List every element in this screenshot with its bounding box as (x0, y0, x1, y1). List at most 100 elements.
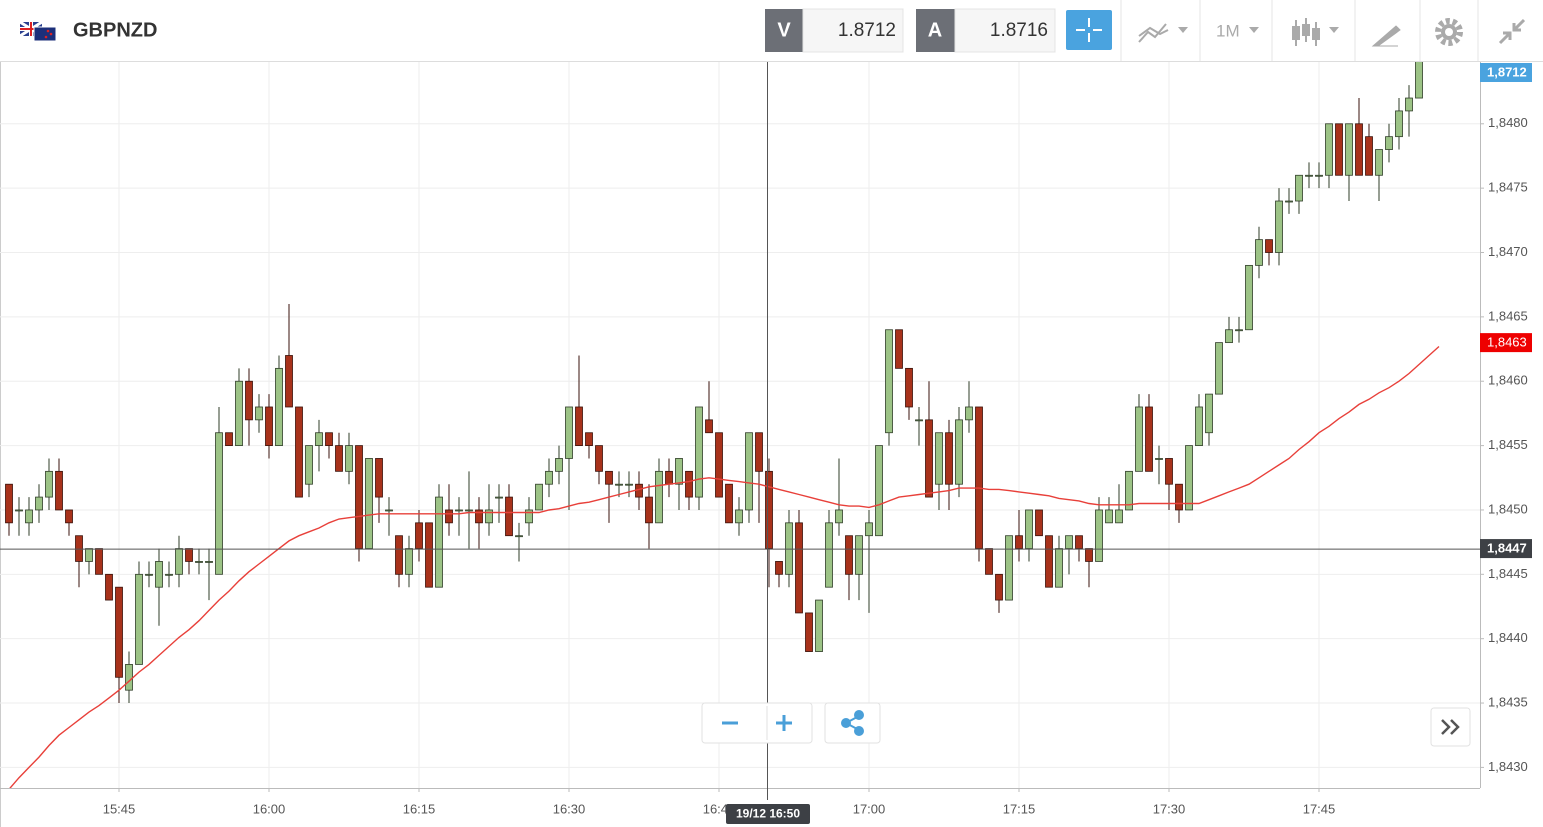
candle-body (465, 509, 473, 512)
crosshair-button[interactable] (1066, 10, 1112, 50)
candle-body (775, 561, 783, 575)
candle-body (505, 496, 513, 537)
candle-body (535, 483, 543, 511)
candle-body (1015, 535, 1023, 549)
candle-body (295, 406, 303, 498)
ma-marker (1480, 333, 1532, 353)
ask-tag[interactable] (916, 9, 955, 52)
candle-body (195, 561, 203, 563)
candle-body (55, 470, 63, 511)
candle-body (405, 548, 413, 575)
candle-body (1115, 509, 1123, 524)
candle-body (755, 432, 763, 472)
candle-body (1055, 548, 1063, 588)
candle-body (575, 406, 583, 446)
candle-body (1345, 123, 1353, 176)
settings-button[interactable] (1435, 18, 1463, 46)
candle-body (385, 509, 393, 512)
candle-body (1375, 149, 1383, 176)
candle-body (135, 573, 143, 665)
candle-body (1325, 123, 1333, 176)
candle-body (915, 419, 923, 422)
x-tick-label: 15:45 (103, 801, 136, 816)
crosshair-time-marker (726, 804, 810, 824)
candle-body (455, 509, 463, 512)
candle-body (1365, 136, 1373, 176)
y-tick-label: 1,8480 (1488, 115, 1528, 130)
candle-body (1305, 174, 1313, 177)
candle-body (235, 380, 243, 446)
candle-body (45, 470, 53, 498)
candle-body (435, 496, 443, 588)
x-tick-label: 16:30 (553, 801, 586, 816)
bid-label: V (777, 19, 791, 41)
candle-body (375, 458, 383, 498)
candle-body (1075, 535, 1083, 549)
zoom-in-button[interactable] (776, 715, 792, 731)
candle-body (115, 586, 123, 678)
candle-body (825, 522, 833, 588)
bid-box[interactable] (802, 8, 904, 53)
candle-body (855, 535, 863, 575)
share-box[interactable] (824, 702, 881, 744)
candle-body (25, 509, 33, 524)
candle-body (1105, 509, 1113, 524)
candle-body (985, 548, 993, 575)
x-tick-label: 17:00 (853, 801, 886, 816)
collapse-button[interactable] (1498, 18, 1526, 45)
last-price-label: 1,8712 (1487, 64, 1527, 79)
candle-body (365, 458, 373, 549)
moving-average-line (9, 345, 1440, 788)
candle-body (255, 406, 263, 421)
candle-body (1255, 239, 1263, 266)
y-tick-label: 1,8450 (1488, 501, 1528, 516)
candle-body (205, 561, 213, 563)
draw-button[interactable] (1371, 25, 1401, 47)
candle-body (265, 406, 273, 446)
y-tick-label: 1,8455 (1488, 437, 1528, 452)
candle-body (1275, 200, 1283, 253)
candle-body (1235, 329, 1243, 332)
candle-body (1095, 509, 1103, 562)
candle-body (675, 458, 683, 485)
zoom-box (701, 702, 813, 744)
candle-body (545, 470, 553, 485)
candle-body (705, 419, 713, 434)
candle-body (595, 445, 603, 472)
candle-body (815, 599, 823, 652)
candle-body (935, 432, 943, 485)
candle-body (165, 573, 173, 576)
chart-type-button[interactable] (1138, 23, 1188, 43)
candle-body (1385, 136, 1393, 150)
candle-body (105, 573, 113, 601)
candle-body (245, 380, 253, 421)
candle-body (485, 509, 493, 524)
candle-body (305, 445, 313, 485)
axes: 1,8430 1,8435 1,8440 1,8445 1,8450 1,8455 1,84… (103, 115, 1528, 816)
y-tick-label: 1,8435 (1488, 694, 1528, 709)
candle-body (35, 496, 43, 511)
candle-body (1245, 264, 1253, 331)
timeframe[interactable]: 1M (1216, 21, 1240, 40)
candle-type-button[interactable] (1292, 18, 1339, 46)
ask-label: A (928, 19, 942, 41)
candle-body (85, 548, 93, 562)
bid-tag[interactable] (765, 9, 803, 52)
candle-body (175, 548, 183, 575)
y-tick-label: 1,8465 (1488, 308, 1528, 323)
candle-body (685, 470, 693, 498)
candle-body (445, 509, 453, 524)
ask-price: 1.8716 (990, 20, 1048, 41)
candle-body (335, 445, 343, 472)
y-tick-label: 1,8470 (1488, 244, 1528, 259)
candle-body (725, 483, 733, 524)
ask-box[interactable] (954, 8, 1056, 53)
candle-body (925, 419, 933, 498)
candle-body (565, 406, 573, 459)
candle-body (345, 445, 353, 472)
candle-body (275, 367, 283, 446)
plot-area (5, 62, 1440, 788)
y-tick-label: 1,8430 (1488, 759, 1528, 774)
candle-body (1145, 406, 1153, 472)
